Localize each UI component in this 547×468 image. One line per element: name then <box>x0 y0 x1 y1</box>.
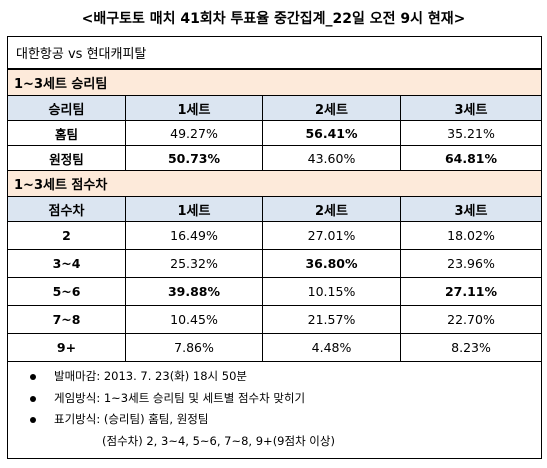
row-label: 5~6 <box>7 277 126 306</box>
bullet-icon <box>30 395 36 402</box>
table-cell: 35.21% <box>400 120 542 146</box>
bullet-icon <box>30 374 36 380</box>
table-row: 9+ 7.86% 4.48% 8.23% <box>7 333 542 362</box>
notes-section: 발매마감: 2013. 7. 23(화) 18시 50분 게임방식: 1~3세트… <box>7 361 542 459</box>
table-row: 7~8 10.45% 21.57% 22.70% <box>7 305 542 334</box>
note-notation-sub: (점수차) 2, 3~4, 5~6, 7~8, 9+(9점차 이상) <box>102 433 335 448</box>
note-method: 게임방식: 1~3세트 승리팀 및 세트별 점수차 맞히기 <box>54 390 306 405</box>
margin-section-heading: 1~3세트 점수차 <box>7 170 542 197</box>
row-label: 7~8 <box>7 305 126 334</box>
table-cell: 27.01% <box>262 221 401 250</box>
table-cell: 22.70% <box>400 305 542 334</box>
column-header: 승리팀 <box>7 95 126 121</box>
table-row: 2 16.49% 27.01% 18.02% <box>7 221 542 250</box>
column-header: 2세트 <box>262 196 401 222</box>
table-row: 5~6 39.88% 10.15% 27.11% <box>7 277 542 306</box>
table-cell: 4.48% <box>262 333 401 362</box>
page-title: <배구토토 매치 41회차 투표율 중간집계_22일 오전 9시 현재> <box>81 11 466 27</box>
table-cell: 8.23% <box>400 333 542 362</box>
winner-header-row: 승리팀 1세트 2세트 3세트 <box>7 95 542 121</box>
table-cell-highlight: 36.80% <box>262 249 401 278</box>
note-item: 발매마감: 2013. 7. 23(화) 18시 50분 <box>30 366 541 388</box>
table-cell: 10.45% <box>125 305 263 334</box>
table-cell: 21.57% <box>262 305 401 334</box>
table-cell-highlight: 64.81% <box>400 145 542 171</box>
table-cell-highlight: 39.88% <box>125 277 263 306</box>
table-cell: 23.96% <box>400 249 542 278</box>
bullet-icon <box>30 417 36 423</box>
match-name: 대한항공 vs 현대캐피탈 <box>7 36 542 70</box>
row-label: 3~4 <box>7 249 126 278</box>
margin-header-row: 점수차 1세트 2세트 3세트 <box>7 196 542 222</box>
table-cell: 18.02% <box>400 221 542 250</box>
note-item: 게임방식: 1~3세트 승리팀 및 세트별 점수차 맞히기 <box>30 388 541 410</box>
row-label: 원정팀 <box>7 145 126 171</box>
table-cell-highlight: 27.11% <box>400 277 542 306</box>
column-header: 2세트 <box>262 95 401 121</box>
row-label: 9+ <box>7 333 126 362</box>
note-notation: 표기방식: (승리팀) 홈팀, 원정팀 <box>54 412 209 426</box>
winner-section-heading: 1~3세트 승리팀 <box>7 68 542 96</box>
row-label: 홈팀 <box>7 120 126 146</box>
row-label: 2 <box>7 221 126 250</box>
vote-rate-table: 대한항공 vs 현대캐피탈 1~3세트 승리팀 승리팀 1세트 2세트 3세트 … <box>7 36 542 459</box>
table-cell-highlight: 50.73% <box>125 145 263 171</box>
column-header: 3세트 <box>400 95 542 121</box>
table-cell: 43.60% <box>262 145 401 171</box>
note-deadline: 발매마감: 2013. 7. 23(화) 18시 50분 <box>54 369 247 383</box>
table-cell: 16.49% <box>125 221 263 250</box>
table-row: 3~4 25.32% 36.80% 23.96% <box>7 249 542 278</box>
table-cell: 7.86% <box>125 333 263 362</box>
column-header: 1세트 <box>125 95 263 121</box>
column-header: 점수차 <box>7 196 126 222</box>
table-cell: 25.32% <box>125 249 263 278</box>
column-header: 1세트 <box>125 196 263 222</box>
column-header: 3세트 <box>400 196 542 222</box>
table-row: 원정팀 50.73% 43.60% 64.81% <box>7 145 542 171</box>
note-item: 표기방식: (승리팀) 홈팀, 원정팀 <box>30 409 541 431</box>
table-cell: 10.15% <box>262 277 401 306</box>
table-cell: 49.27% <box>125 120 263 146</box>
table-cell-highlight: 56.41% <box>262 120 401 146</box>
table-row: 홈팀 49.27% 56.41% 35.21% <box>7 120 542 146</box>
